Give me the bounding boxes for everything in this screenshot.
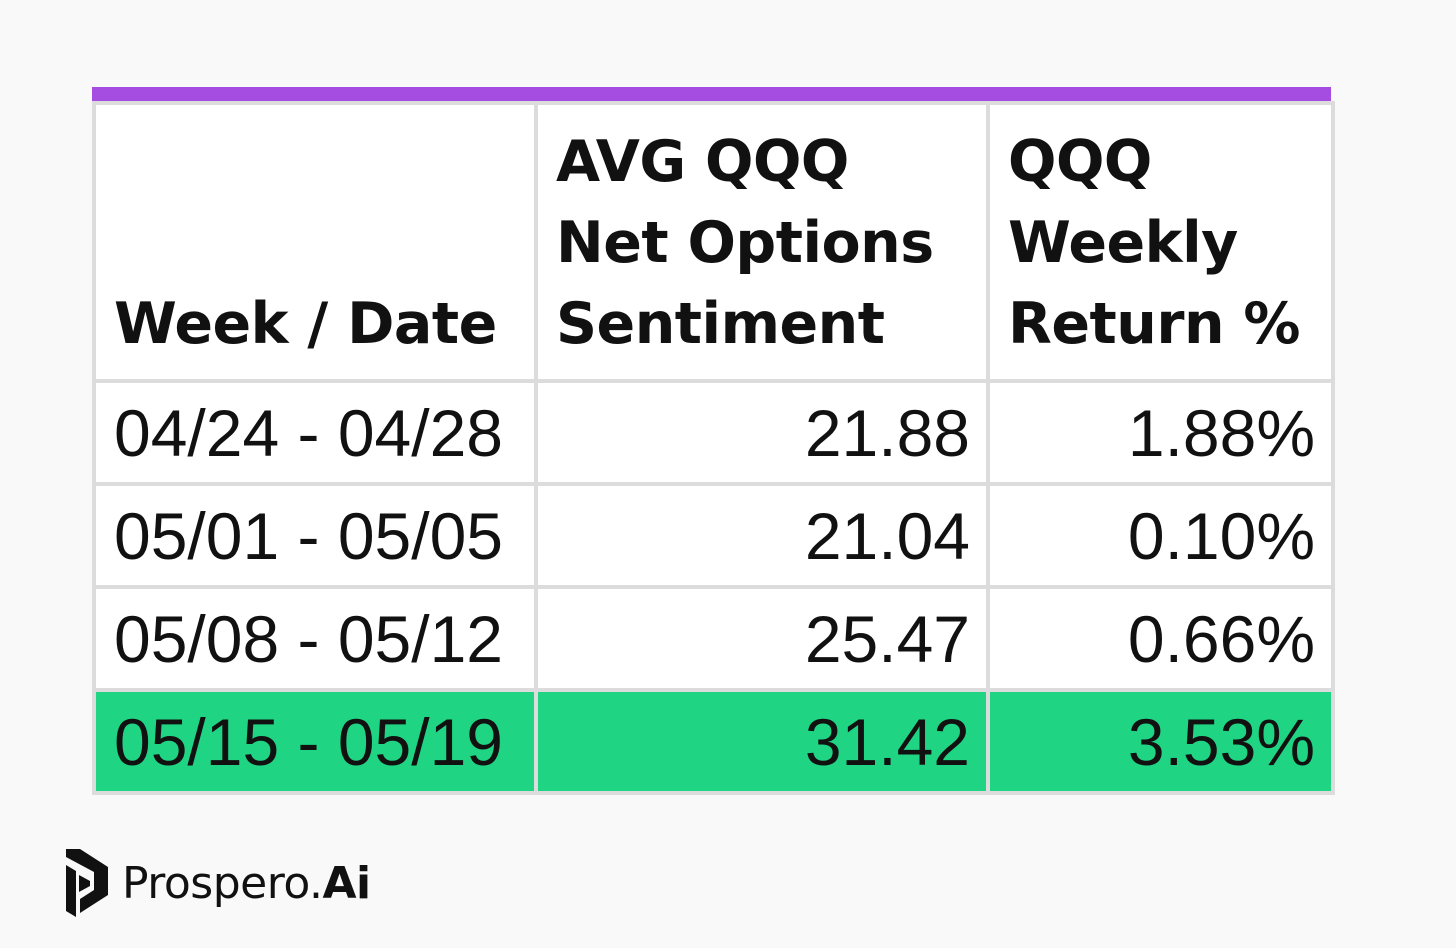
prospero-logo-icon <box>66 849 108 917</box>
cell-sentiment: 31.42 <box>534 688 990 795</box>
table-row: 04/24 - 04/28 21.88 1.88% <box>92 379 1335 486</box>
column-header-return: QQQ Weekly Return % <box>986 101 1335 383</box>
brand-name-main: Prospero. <box>122 857 323 909</box>
column-header-week: Week / Date <box>92 101 538 383</box>
cell-week: 04/24 - 04/28 <box>92 379 538 486</box>
column-header-sentiment: AVG QQQ Net Options Sentiment <box>534 101 990 383</box>
cell-sentiment: 21.04 <box>534 482 990 589</box>
cell-return: 0.66% <box>986 585 1335 692</box>
cell-week: 05/01 - 05/05 <box>92 482 538 589</box>
brand-name-suffix: Ai <box>322 857 371 909</box>
table-accent-bar <box>92 87 1331 101</box>
cell-sentiment: 25.47 <box>534 585 990 692</box>
cell-sentiment: 21.88 <box>534 379 990 486</box>
cell-week: 05/08 - 05/12 <box>92 585 538 692</box>
sentiment-table: Week / Date AVG QQQ Net Options Sentimen… <box>92 101 1335 795</box>
table-row: 05/15 - 05/19 31.42 3.53% <box>92 688 1335 795</box>
cell-return: 0.10% <box>986 482 1335 589</box>
header-row: Week / Date AVG QQQ Net Options Sentimen… <box>92 101 1335 383</box>
brand-logo: Prospero.Ai <box>66 848 371 918</box>
brand-name: Prospero.Ai <box>122 858 371 909</box>
cell-week: 05/15 - 05/19 <box>92 688 538 795</box>
cell-return: 3.53% <box>986 688 1335 795</box>
cell-return: 1.88% <box>986 379 1335 486</box>
table-row: 05/01 - 05/05 21.04 0.10% <box>92 482 1335 589</box>
table-row: 05/08 - 05/12 25.47 0.66% <box>92 585 1335 692</box>
